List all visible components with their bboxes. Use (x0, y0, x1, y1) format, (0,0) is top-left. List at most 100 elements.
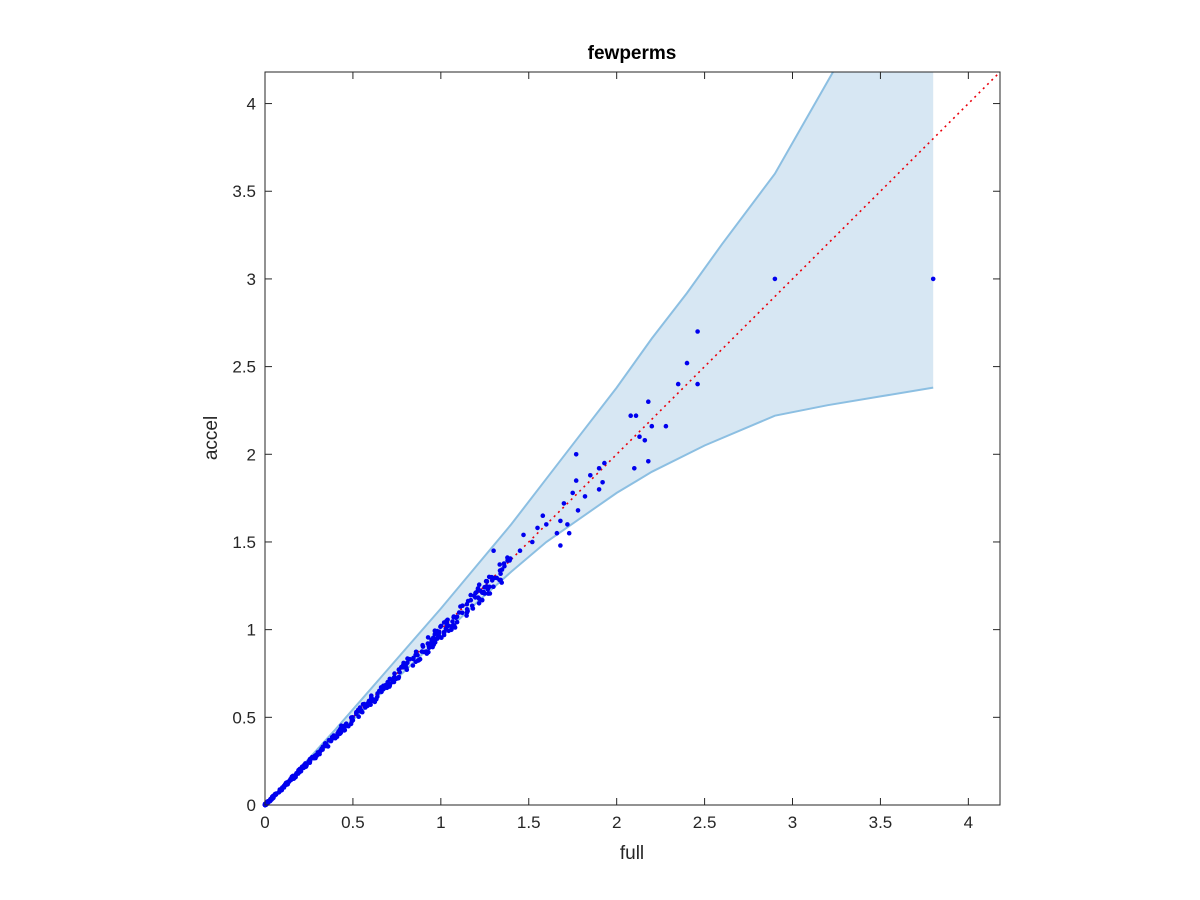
data-point (649, 423, 655, 429)
axes-box (264, 71, 1001, 806)
reference-line (264, 71, 1001, 806)
data-point (442, 629, 447, 635)
data-point (497, 562, 503, 567)
data-point (454, 614, 460, 620)
data-point (602, 460, 607, 466)
data-point (435, 635, 440, 641)
data-point (565, 522, 570, 527)
data-point (501, 561, 507, 566)
data-point (469, 603, 475, 609)
data-point (410, 663, 416, 668)
band-upper-edge (264, 71, 834, 806)
x-tick-label: 2 (612, 813, 621, 832)
x-tick-label: 0.5 (341, 813, 365, 832)
data-point (394, 676, 399, 682)
data-point (475, 595, 481, 600)
data-point (441, 620, 447, 625)
data-point (558, 543, 563, 548)
data-point (426, 645, 432, 651)
y-tick-label: 2 (247, 445, 256, 464)
data-point (456, 610, 462, 615)
data-point (377, 688, 382, 694)
data-point (391, 679, 397, 685)
data-point (405, 656, 410, 661)
data-point (637, 434, 642, 440)
reference-line-layer (264, 71, 1001, 806)
y-tick-label: 0.5 (232, 708, 256, 727)
x-tick-label: 3.5 (869, 813, 893, 832)
data-point (299, 765, 305, 770)
data-point (497, 577, 502, 583)
data-point (487, 591, 493, 596)
data-point (306, 759, 312, 764)
data-point (428, 642, 434, 647)
data-point (476, 582, 482, 587)
y-tick-label: 0 (247, 796, 256, 815)
data-point (485, 587, 491, 592)
data-point (521, 532, 526, 538)
y-axis-label: accel (201, 416, 222, 460)
data-point (535, 525, 540, 531)
data-point (438, 624, 443, 630)
data-point (684, 360, 690, 366)
data-point (566, 530, 572, 536)
data-point (464, 613, 469, 618)
data-point (357, 705, 363, 710)
data-point (554, 530, 560, 536)
data-point (323, 742, 329, 747)
data-point (315, 750, 321, 755)
data-point (381, 686, 386, 692)
data-point (425, 635, 431, 640)
data-point (404, 661, 409, 667)
data-point (294, 771, 299, 776)
data-point (392, 671, 397, 676)
data-point (411, 655, 416, 661)
data-point (505, 555, 510, 560)
y-tick-label: 3.5 (232, 182, 256, 201)
data-point (432, 631, 438, 637)
data-point (346, 723, 351, 729)
data-point (642, 438, 648, 443)
data-point (596, 487, 602, 492)
data-point (468, 597, 474, 603)
data-point (350, 717, 355, 723)
y-tick-label: 2.5 (232, 358, 256, 377)
data-point (530, 539, 535, 545)
data-point (400, 665, 405, 670)
x-tick-label: 1.5 (517, 813, 541, 832)
data-point (772, 276, 778, 282)
data-point (313, 755, 318, 761)
data-point (423, 649, 429, 654)
data-point (417, 656, 423, 662)
data-point (491, 548, 496, 553)
data-point (479, 597, 485, 603)
x-axis-label: full (620, 843, 644, 864)
chart-title: fewperms (588, 43, 677, 64)
data-point (451, 614, 457, 619)
data-point (468, 592, 474, 598)
data-point (478, 588, 483, 594)
data-point (573, 452, 579, 457)
band-lower-edge (264, 386, 934, 806)
data-point (452, 625, 458, 630)
data-point (464, 607, 470, 612)
x-tick-label: 0 (260, 813, 269, 832)
data-point (419, 649, 425, 654)
data-point (335, 730, 341, 736)
data-point (561, 501, 567, 506)
data-point (473, 590, 478, 596)
data-point (476, 601, 482, 606)
data-point (499, 567, 505, 572)
data-point (570, 490, 575, 496)
tick-labels-layer: 0 0.5 1 1.5 2 2.5 3 3.5 4 0 0.5 1 1.5 2 2.5 3 3.5 4 (232, 95, 973, 832)
data-point (930, 276, 936, 282)
data-point (420, 644, 426, 649)
data-point (588, 473, 593, 478)
data-point (675, 381, 681, 387)
data-point (369, 693, 374, 698)
data-point (633, 413, 639, 419)
data-point (558, 518, 563, 524)
data-point (356, 714, 362, 719)
data-point (489, 574, 495, 580)
